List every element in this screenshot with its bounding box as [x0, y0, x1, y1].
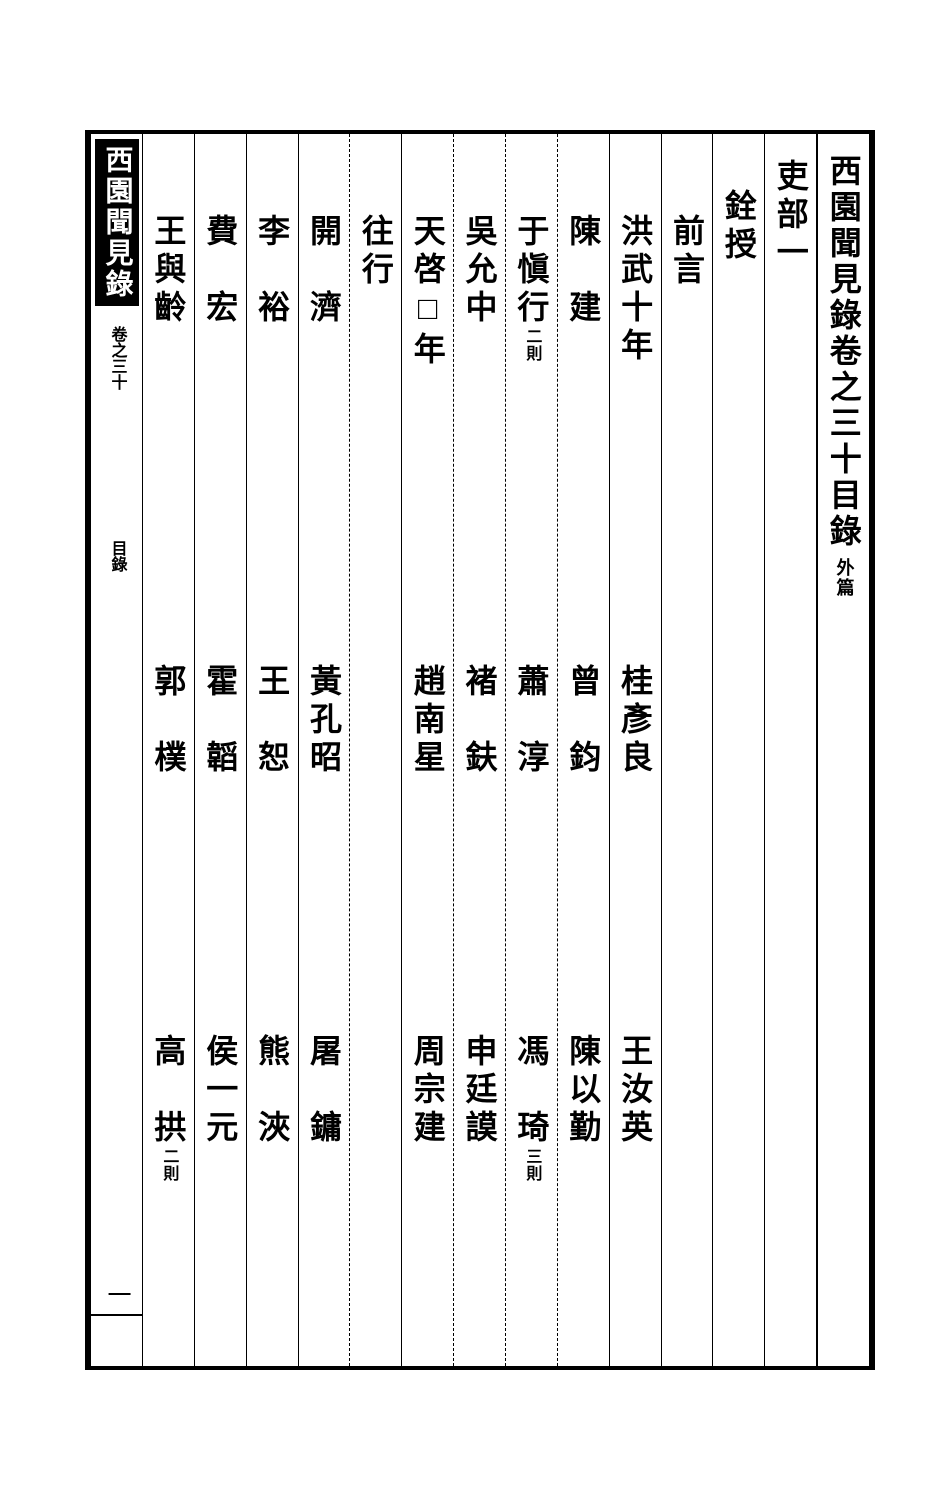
entry: 曾 鈞 — [567, 664, 599, 778]
column-11: 費 宏 霍 韜 侯一元 — [194, 134, 246, 1366]
spine-subtitle: 目錄 — [105, 540, 129, 572]
entry: 馮 琦三則 — [515, 1034, 547, 1182]
entry: 李 裕 — [256, 214, 288, 328]
entry: 屠 鏞 — [308, 1034, 340, 1148]
book-title-suffix: 外篇 — [834, 558, 854, 598]
column-12: 王與齡 郭 樸 高 拱二則 — [142, 134, 194, 1366]
entry-suffix: 二則 — [160, 1148, 177, 1182]
entry: 侯一元 — [204, 1034, 236, 1148]
column-3: 洪武十年 桂彥良 王汝英 — [609, 134, 661, 1366]
entry: 熊 浹 — [256, 1034, 288, 1148]
entry: 于愼行二則 — [515, 214, 547, 362]
entry: 洪武十年 — [619, 214, 651, 366]
entry-suffix: 二則 — [523, 328, 540, 362]
entry: 費 宏 — [204, 214, 236, 328]
subheading: 銓授 — [723, 189, 755, 265]
spine-page-number: 一 — [99, 1282, 134, 1306]
entry: 王與齡 — [152, 214, 184, 328]
entry: 陳 建 — [567, 214, 599, 328]
spine-column: 西園聞見錄 卷之三十 目錄 一 — [89, 134, 142, 1366]
column-7: 天啓□年 趙南星 周宗建 — [401, 134, 453, 1366]
entry: 黃孔昭 — [308, 664, 340, 778]
entry: 吳允中 — [464, 214, 496, 328]
entry: 開 濟 — [308, 214, 340, 328]
title-column: 西園聞見錄卷之三十目錄 外篇 — [816, 134, 869, 1366]
column-9: 開 濟 黃孔昭 屠 鏞 — [298, 134, 350, 1366]
entry: 往行 — [360, 214, 392, 290]
column-6: 吳允中 褚 鈇 申廷謨 — [453, 134, 505, 1366]
entry-text: 于愼行 — [513, 214, 549, 328]
column-10: 李 裕 王 恕 熊 浹 — [246, 134, 298, 1366]
entry: 高 拱二則 — [152, 1034, 184, 1182]
spine-divider — [91, 1314, 142, 1316]
column-2: 前言 — [661, 134, 713, 1366]
page-frame: 西園聞見錄卷之三十目錄 外篇 吏部一 銓授 前言 洪武十年 桂彥良 王汝英 陳 … — [85, 130, 875, 1370]
column-1: 銓授 — [712, 134, 764, 1366]
entry: 蕭 淳 — [515, 664, 547, 778]
entry-text: 馮 琦 — [513, 1034, 549, 1148]
entry: 趙南星 — [412, 664, 444, 778]
entry: 王 恕 — [256, 664, 288, 778]
entry: 周宗建 — [412, 1034, 444, 1148]
entry: 王汝英 — [619, 1034, 651, 1148]
column-5: 于愼行二則 蕭 淳 馮 琦三則 — [505, 134, 557, 1366]
column-8: 往行 — [349, 134, 401, 1366]
spine-volume: 卷之三十 — [105, 326, 129, 390]
entry-text: 高 拱 — [150, 1034, 186, 1148]
entry-suffix: 三則 — [523, 1148, 540, 1182]
entry: 天啓□年 — [412, 214, 444, 370]
entry: 前言 — [671, 214, 703, 290]
entry: 申廷謨 — [464, 1034, 496, 1148]
column-4: 陳 建 曾 鈞 陳以勤 — [557, 134, 609, 1366]
column-0: 吏部一 — [764, 134, 816, 1366]
entry: 霍 韜 — [204, 664, 236, 778]
entry: 陳以勤 — [567, 1034, 599, 1148]
entry: 郭 樸 — [152, 664, 184, 778]
heading: 吏部一 — [775, 159, 807, 273]
spine-title: 西園聞見錄 — [95, 139, 139, 306]
book-title: 西園聞見錄卷之三十目錄 — [824, 154, 862, 550]
entry: 褚 鈇 — [464, 664, 496, 778]
entry: 桂彥良 — [619, 664, 651, 778]
